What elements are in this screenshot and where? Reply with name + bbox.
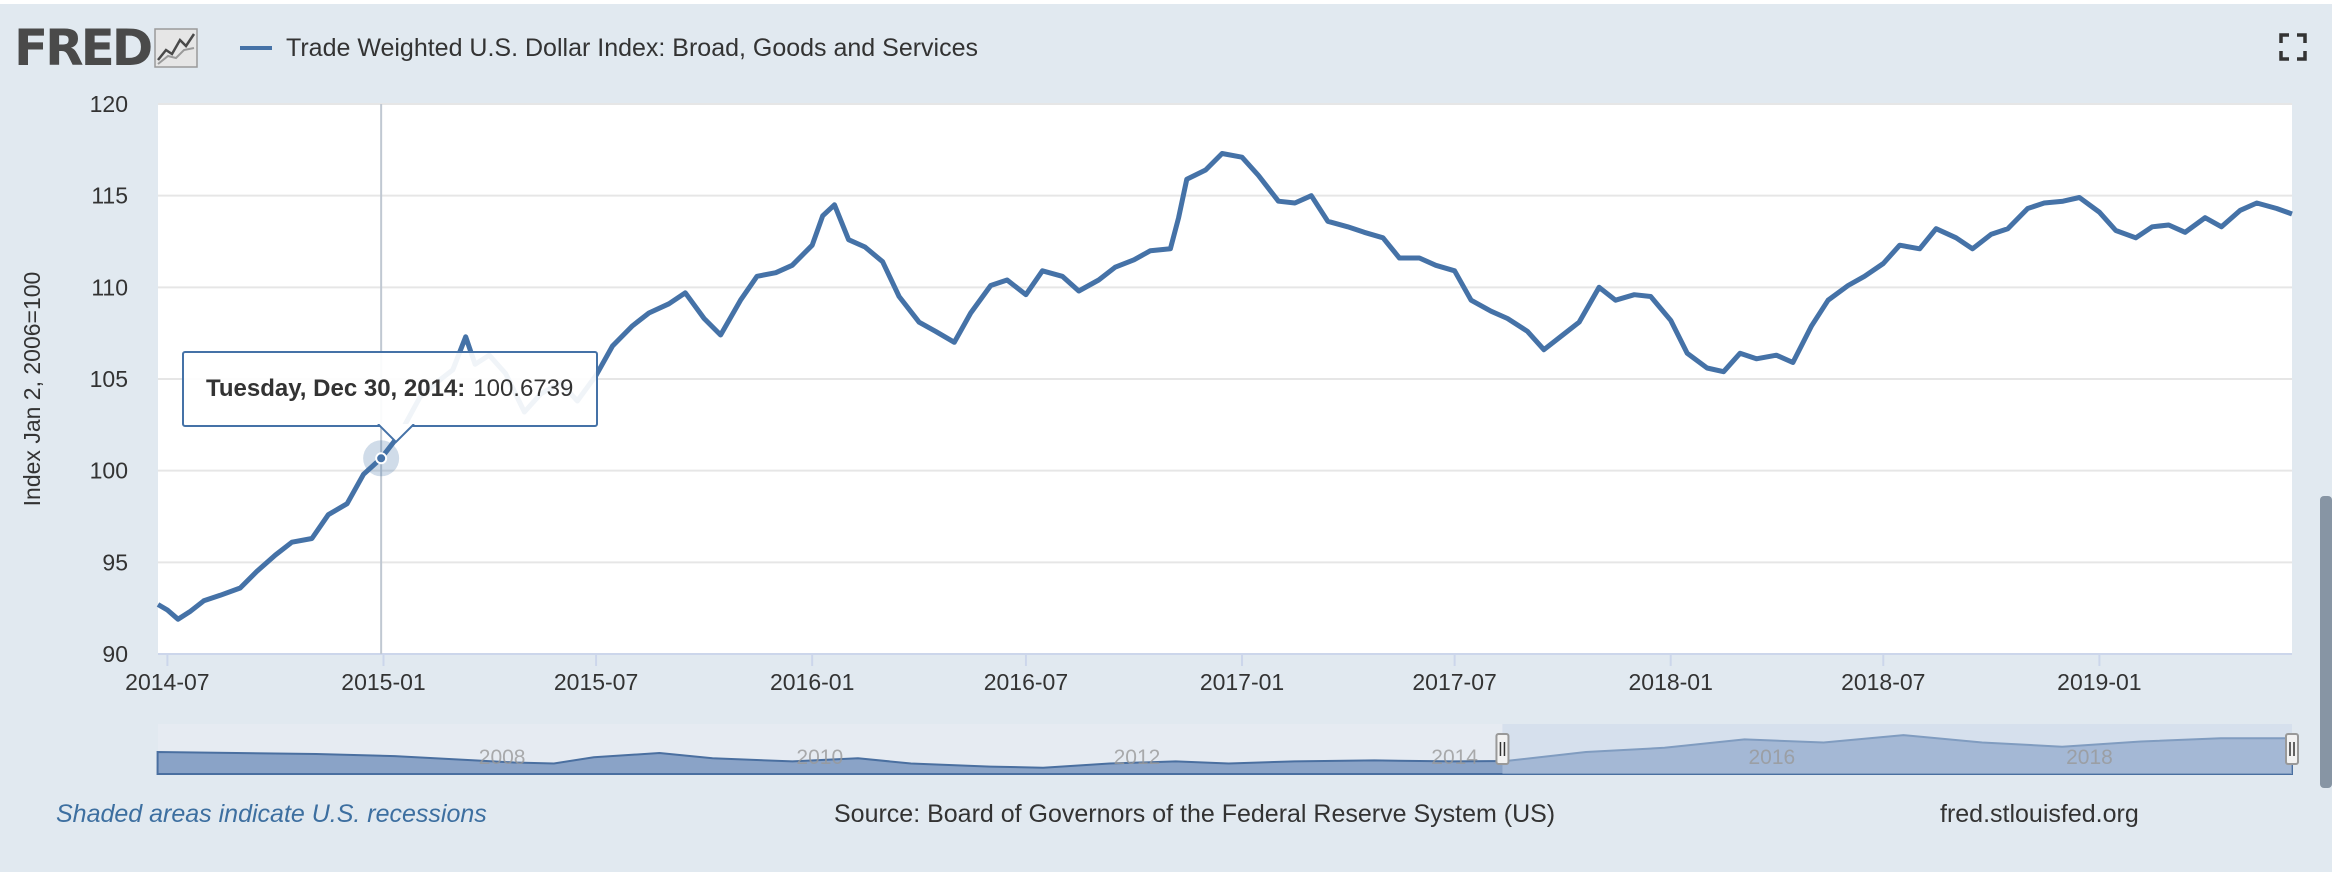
top-border	[0, 0, 2332, 4]
x-tick-label: 2019-01	[2057, 669, 2141, 695]
y-tick-label: 90	[102, 641, 128, 667]
navigator-handle-right[interactable]	[2285, 733, 2299, 765]
y-tick-label: 110	[91, 274, 128, 300]
page-scrollbar[interactable]	[2320, 496, 2332, 788]
navigator-handle-left[interactable]	[1495, 733, 1510, 765]
navigator-year-label: 2012	[1114, 746, 1161, 769]
line-graph-icon	[154, 28, 199, 68]
legend-series-title: Trade Weighted U.S. Dollar Index: Broad,…	[286, 33, 979, 62]
chart-legend[interactable]: Trade Weighted U.S. Dollar Index: Broad,…	[240, 28, 978, 68]
navigator-year-label: 2014	[1431, 746, 1478, 769]
x-tick-label: 2016-01	[770, 669, 854, 695]
x-tick-label: 2014-07	[125, 669, 209, 695]
navigator-year-label: 2018	[2066, 746, 2113, 769]
source-text: Source: Board of Governors of the Federa…	[834, 800, 1556, 828]
navigator-area	[156, 734, 2293, 775]
navigator-year-label: 2010	[796, 746, 843, 769]
legend-swatch	[240, 46, 272, 50]
tooltip-value: 100.6739	[473, 375, 574, 402]
y-axis-ticks: 90 95 100 105 110 115 120	[90, 91, 128, 667]
navigator-year-label: 2008	[479, 746, 526, 769]
x-tick-label: 2017-01	[1200, 669, 1284, 695]
navigator-handle-grip[interactable]	[1495, 733, 1510, 765]
chart-footer: Shaded areas indicate U.S. recessions So…	[0, 800, 2332, 840]
hover-point[interactable]	[375, 452, 388, 465]
tooltip-date: Tuesday, Dec 30, 2014:	[206, 375, 466, 402]
y-tick-label: 105	[90, 366, 128, 392]
x-tick-label: 2015-01	[341, 669, 425, 695]
y-tick-label: 115	[91, 183, 128, 209]
y-axis-label: Index Jan 2, 2006=100	[19, 272, 45, 507]
navigator[interactable]: 2008 2010 2012 2014 2016 2018	[156, 724, 2299, 775]
fred-logo[interactable]: FRED	[14, 19, 199, 77]
y-tick-label: 100	[90, 458, 128, 484]
x-tick-label: 2015-07	[554, 669, 638, 695]
navigator-handle-grip[interactable]	[2285, 733, 2299, 765]
x-tick-label: 2017-07	[1412, 669, 1496, 695]
recession-note-link[interactable]: Shaded areas indicate U.S. recessions	[56, 800, 487, 828]
navigator-year-label: 2016	[1748, 746, 1795, 769]
fullscreen-expand-icon[interactable]	[2278, 32, 2308, 62]
data-tooltip: Tuesday, Dec 30, 2014: 100.6739	[182, 351, 598, 427]
y-tick-label: 95	[102, 549, 128, 575]
navigator-selected-range[interactable]	[1502, 724, 2292, 774]
y-tick-label: 120	[90, 91, 128, 117]
fred-logo-text: FRED	[14, 19, 153, 77]
chart-canvas: 90 95 100 105 110 115 120 2014-07 2015-01 2015-0…	[19, 91, 2299, 775]
x-tick-label: 2018-07	[1841, 669, 1925, 695]
site-link[interactable]: fred.stlouisfed.org	[1940, 800, 2139, 828]
tooltip-arrow	[377, 424, 415, 444]
chart-header: FRED Trade Weighted U.S. Dollar Index: B…	[0, 4, 2332, 86]
x-tick-label: 2016-07	[984, 669, 1068, 695]
navigator-labels: 2008 2010 2012 2014 2016 2018	[479, 746, 2113, 769]
x-axis-ticks: 2014-07 2015-01 2015-07 2016-01 2016-07 2017-…	[125, 653, 2292, 695]
x-tick-label: 2018-01	[1628, 669, 1712, 695]
